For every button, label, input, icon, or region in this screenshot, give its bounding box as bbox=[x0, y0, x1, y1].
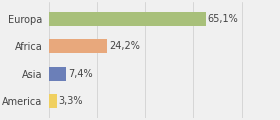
Text: 7,4%: 7,4% bbox=[68, 69, 93, 79]
Bar bbox=[49, 39, 107, 53]
Text: 24,2%: 24,2% bbox=[109, 41, 140, 51]
Bar bbox=[49, 94, 57, 108]
Bar bbox=[49, 12, 206, 26]
Text: 3,3%: 3,3% bbox=[59, 96, 83, 106]
Text: 65,1%: 65,1% bbox=[208, 14, 238, 24]
Bar bbox=[49, 67, 66, 81]
